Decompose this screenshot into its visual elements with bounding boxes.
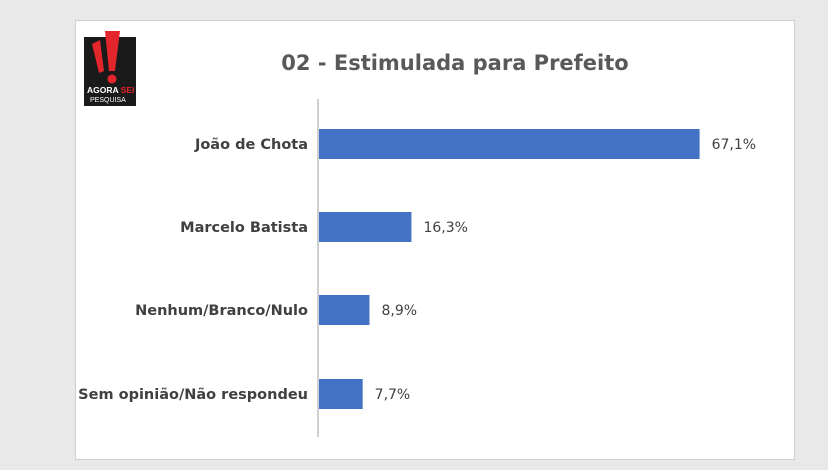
bar — [319, 295, 370, 325]
bar — [319, 212, 412, 242]
value-label: 7,7% — [375, 387, 411, 403]
chart-card: AGORA SEI PESQUISA 02 - Estimulada para … — [75, 20, 795, 460]
category-label: João de Chota — [194, 137, 308, 153]
chart-title: 02 - Estimulada para Prefeito — [281, 51, 629, 75]
bar — [319, 129, 700, 159]
value-label: 8,9% — [381, 303, 417, 319]
logo-word-sei: SEI — [121, 85, 135, 95]
logo-word-agora: AGORA — [87, 85, 119, 95]
agora-sei-logo: AGORA SEI PESQUISA — [84, 31, 136, 106]
bar-chart: João de Chota 67,1% Marcelo Batista 16,3% Ne… — [78, 99, 756, 437]
category-label: Nenhum/Branco/Nulo — [135, 303, 308, 319]
bar — [319, 379, 363, 409]
value-label: 67,1% — [712, 137, 756, 153]
category-label: Sem opinião/Não respondeu — [78, 387, 308, 403]
category-label: Marcelo Batista — [180, 220, 308, 236]
value-label: 16,3% — [423, 220, 467, 236]
logo-subtitle: PESQUISA — [90, 97, 126, 104]
svg-text:AGORA SEI: AGORA SEI — [87, 85, 134, 95]
